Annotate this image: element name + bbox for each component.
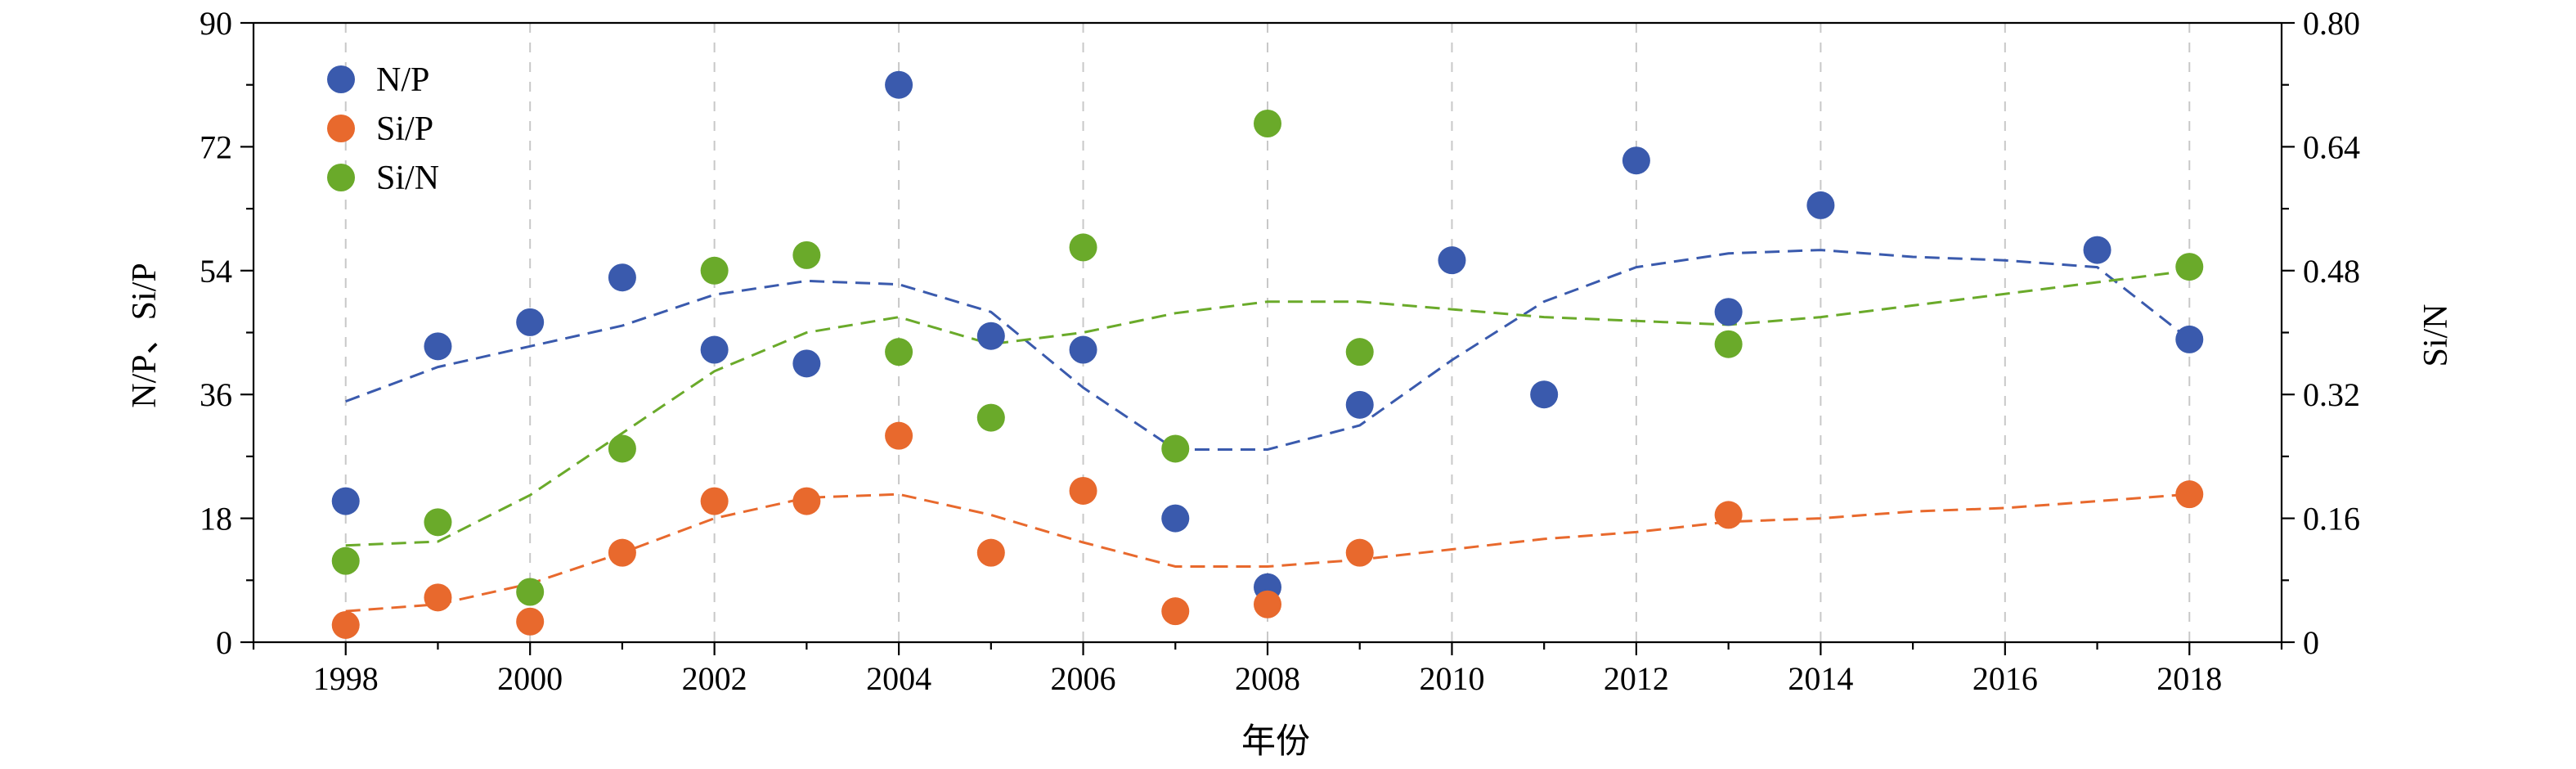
x-tick-label-2008: 2008 [1235,660,1300,697]
point-n-p-1999 [424,332,452,361]
right-y-tick-label-0: 0 [2303,624,2319,661]
point-n-p-2001 [608,263,636,292]
trend-line-si-p [345,492,2190,613]
point-n-p-2006 [1069,335,1097,364]
x-tick-label-2014: 2014 [1788,660,1853,697]
legend-label-si-p: Si/P [376,110,433,148]
x-tick-label-2006: 2006 [1051,660,1116,697]
axes: 1998 2000 2002 2004 2006 2008 2010 2012 2014 2016… [200,5,2360,697]
point-si-n-2000 [516,578,545,606]
point-n-p-2007 [1161,504,1190,533]
legend-marker-si-n [327,164,355,191]
point-si-n-2004 [885,338,913,367]
point-n-p-2017 [2083,236,2112,264]
point-n-p-2003 [792,349,821,378]
point-si-p-2013 [1714,501,1743,529]
x-tick-label-2012: 2012 [1604,660,1669,697]
right-y-tick-label-0.80: 0.80 [2303,5,2360,42]
data-points [331,70,2204,639]
right-y-tick-label-0.16: 0.16 [2303,501,2360,537]
point-si-n-2002 [700,256,729,285]
point-si-p-2006 [1069,476,1097,505]
legend-label-si-n: Si/N [376,160,439,197]
x-tick-label-2000: 2000 [497,660,563,697]
x-tick-label-2016: 2016 [1972,660,2038,697]
legend-label-n-p: N/P [376,61,429,99]
x-axis-title: 年份 [1241,722,1310,761]
left-y-tick-label-72: 72 [200,128,232,165]
point-si-p-2007 [1161,597,1190,626]
point-n-p-2012 [1622,146,1650,175]
point-si-p-2009 [1345,538,1374,567]
left-y-tick-label-36: 36 [200,376,232,413]
point-si-p-2004 [885,421,913,450]
trend-line-si-n [345,269,2190,547]
trend-lines [345,249,2191,613]
point-n-p-2000 [516,308,545,336]
point-si-n-2006 [1069,233,1097,262]
x-tick-label-2010: 2010 [1419,660,1484,697]
point-n-p-2005 [976,322,1005,350]
point-n-p-2009 [1345,390,1374,419]
point-si-n-2005 [976,403,1005,432]
point-si-n-1998 [331,546,360,575]
point-n-p-2011 [1530,380,1559,409]
point-si-n-2009 [1345,338,1374,367]
right-y-tick-label-0.32: 0.32 [2303,376,2360,413]
point-n-p-2014 [1806,191,1835,219]
trend-line-n-p [345,249,2191,451]
left-y-axis-title: N/P、Si/P [126,263,164,407]
point-si-p-2008 [1254,590,1281,618]
point-si-p-1999 [424,583,452,612]
left-y-tick-label-18: 18 [200,501,232,537]
point-si-n-2001 [608,434,636,463]
legend-marker-si-p [327,115,355,142]
right-y-tick-label-0.64: 0.64 [2303,128,2360,165]
left-y-tick-label-0: 0 [216,624,232,661]
x-tick-label-2002: 2002 [682,660,747,697]
point-n-p-2013 [1714,298,1743,326]
point-si-p-1998 [331,610,360,639]
left-y-tick-label-90: 90 [200,5,232,42]
point-si-p-2002 [700,487,729,515]
point-n-p-2002 [700,335,729,364]
point-n-p-2018 [2175,325,2204,353]
legend-marker-n-p [327,65,355,93]
point-si-p-2018 [2175,480,2204,509]
x-tick-label-2004: 2004 [866,660,931,697]
legend: N/P Si/P Si/N [327,61,439,197]
grid-lines [344,23,2191,642]
point-si-n-2013 [1714,330,1743,358]
point-n-p-2010 [1438,246,1466,275]
point-si-n-2018 [2175,253,2204,281]
point-si-p-2003 [792,487,821,515]
point-si-p-2005 [976,538,1005,567]
right-y-tick-label-0.48: 0.48 [2303,253,2360,290]
x-tick-label-2018: 2018 [2156,660,2222,697]
point-n-p-1998 [331,487,360,515]
point-si-n-2008 [1254,110,1281,138]
point-si-n-2003 [792,241,821,269]
point-n-p-2004 [885,70,913,99]
point-si-p-2001 [608,538,636,567]
x-tick-label-1998: 1998 [313,660,379,697]
point-si-n-1999 [424,508,452,537]
point-si-n-2007 [1161,434,1190,463]
left-y-tick-label-54: 54 [200,253,232,290]
right-y-axis-title: Si/N [2417,304,2455,367]
point-si-p-2000 [516,607,545,636]
